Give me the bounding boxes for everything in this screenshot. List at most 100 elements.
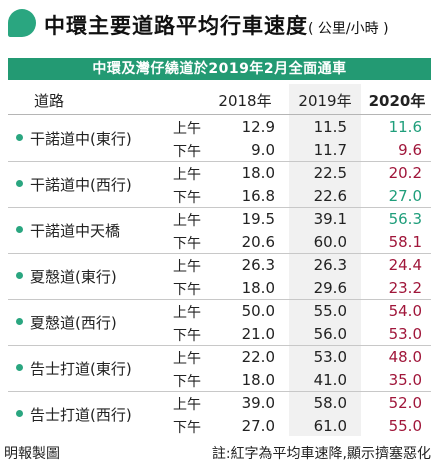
bullet-icon bbox=[16, 272, 23, 279]
period-row-pm: 下午 18.0 29.6 23.2 bbox=[158, 276, 431, 299]
value-2018: 39.0 bbox=[241, 394, 275, 412]
value-2019: 41.0 bbox=[313, 371, 347, 389]
value-2020: 56.3 bbox=[388, 210, 422, 228]
value-2018: 16.8 bbox=[241, 187, 275, 205]
period-row-am: 上午 18.0 22.5 20.2 bbox=[158, 161, 431, 184]
road-name: 告士打道(西行) bbox=[30, 406, 132, 424]
period-label: 上午 bbox=[173, 397, 201, 413]
road-name: 干諾道中(東行) bbox=[30, 130, 132, 148]
value-2018: 19.5 bbox=[241, 210, 275, 228]
header-2018: 2018年 bbox=[218, 92, 272, 110]
period-row-am: 上午 22.0 53.0 48.0 bbox=[158, 345, 431, 368]
bullet-icon bbox=[16, 226, 23, 233]
value-2019: 39.1 bbox=[313, 210, 347, 228]
table-row: 告士打道(西行) 上午 39.0 58.0 52.0 下午 27.0 61.0 55.0 bbox=[8, 391, 431, 437]
speed-table: 道路 2018年 2019年 2020年 干諾道中(東行) 上午 12.9 11.5 1… bbox=[8, 84, 431, 436]
value-2018: 12.9 bbox=[241, 118, 275, 136]
table-row: 告士打道(東行) 上午 22.0 53.0 48.0 下午 18.0 41.0 35.0 bbox=[8, 345, 431, 392]
table-header: 道路 2018年 2019年 2020年 bbox=[8, 84, 431, 115]
value-2018: 21.0 bbox=[241, 325, 275, 343]
title-unit: ( 公里/小時 ) bbox=[308, 21, 389, 37]
period-label: 上午 bbox=[173, 121, 201, 137]
road-name: 干諾道中(西行) bbox=[30, 176, 132, 194]
value-2020: 23.2 bbox=[388, 279, 422, 297]
value-2019: 29.6 bbox=[313, 279, 347, 297]
table-row: 夏慤道(西行) 上午 50.0 55.0 54.0 下午 21.0 56.0 53.0 bbox=[8, 299, 431, 346]
period-row-pm: 下午 27.0 61.0 55.0 bbox=[158, 414, 431, 437]
value-2019: 56.0 bbox=[313, 325, 347, 343]
value-2020: 58.1 bbox=[388, 233, 422, 251]
period-label: 下午 bbox=[173, 282, 201, 298]
value-2020: 54.0 bbox=[388, 302, 422, 320]
footer-source: 明報製圖 bbox=[4, 446, 60, 462]
value-2020: 27.0 bbox=[388, 187, 422, 205]
period-label: 下午 bbox=[173, 236, 201, 252]
header-2020: 2020年 bbox=[368, 92, 426, 110]
period-label: 上午 bbox=[173, 167, 201, 183]
value-2019: 26.3 bbox=[313, 256, 347, 274]
value-2018: 18.0 bbox=[241, 371, 275, 389]
value-2019: 53.0 bbox=[313, 348, 347, 366]
period-row-am: 上午 19.5 39.1 56.3 bbox=[158, 207, 431, 230]
period-row-am: 上午 39.0 58.0 52.0 bbox=[158, 391, 431, 414]
speech-bubble-icon bbox=[8, 9, 36, 37]
period-label: 上午 bbox=[173, 259, 201, 275]
value-2020: 9.6 bbox=[398, 141, 422, 159]
footer-note: 註:紅字為平均車速降,顯示擠塞惡化 bbox=[211, 446, 431, 462]
value-2019: 55.0 bbox=[313, 302, 347, 320]
value-2018: 50.0 bbox=[241, 302, 275, 320]
period-label: 下午 bbox=[173, 374, 201, 390]
period-row-am: 上午 50.0 55.0 54.0 bbox=[158, 299, 431, 322]
value-2020: 24.4 bbox=[388, 256, 422, 274]
period-label: 下午 bbox=[173, 144, 201, 160]
table-row: 干諾道中天橋 上午 19.5 39.1 56.3 下午 20.6 60.0 58.1 bbox=[8, 207, 431, 254]
opening-banner: 中環及灣仔繞道於2019年2月全面通車 bbox=[8, 58, 431, 80]
period-label: 下午 bbox=[173, 328, 201, 344]
period-row-pm: 下午 9.0 11.7 9.6 bbox=[158, 138, 431, 161]
period-row-am: 上午 12.9 11.5 11.6 bbox=[158, 115, 431, 138]
value-2019: 60.0 bbox=[313, 233, 347, 251]
header-road: 道路 bbox=[34, 92, 65, 110]
period-row-pm: 下午 16.8 22.6 27.0 bbox=[158, 184, 431, 207]
road-name: 夏慤道(西行) bbox=[30, 314, 117, 332]
value-2020: 55.0 bbox=[388, 417, 422, 435]
value-2018: 22.0 bbox=[241, 348, 275, 366]
page-title: 中環主要道路平均行車速度( 公里/小時 ) bbox=[44, 10, 389, 40]
value-2019: 22.6 bbox=[313, 187, 347, 205]
value-2019: 11.7 bbox=[313, 141, 347, 159]
header-2019: 2019年 bbox=[298, 92, 352, 110]
table-row: 夏慤道(東行) 上午 26.3 26.3 24.4 下午 18.0 29.6 23.2 bbox=[8, 253, 431, 300]
period-row-pm: 下午 20.6 60.0 58.1 bbox=[158, 230, 431, 253]
value-2019: 58.0 bbox=[313, 394, 347, 412]
value-2020: 53.0 bbox=[388, 325, 422, 343]
value-2018: 18.0 bbox=[241, 164, 275, 182]
column-2019-highlight bbox=[289, 84, 361, 436]
road-name: 夏慤道(東行) bbox=[30, 268, 117, 286]
period-label: 上午 bbox=[173, 213, 201, 229]
value-2020: 48.0 bbox=[388, 348, 422, 366]
period-label: 下午 bbox=[173, 420, 201, 436]
bullet-icon bbox=[16, 180, 23, 187]
period-label: 上午 bbox=[173, 305, 201, 321]
value-2020: 11.6 bbox=[388, 118, 422, 136]
period-label: 下午 bbox=[173, 190, 201, 206]
period-row-am: 上午 26.3 26.3 24.4 bbox=[158, 253, 431, 276]
bullet-icon bbox=[16, 318, 23, 325]
value-2019: 11.5 bbox=[313, 118, 347, 136]
period-row-pm: 下午 18.0 41.0 35.0 bbox=[158, 368, 431, 391]
value-2018: 9.0 bbox=[251, 141, 275, 159]
road-name: 告士打道(東行) bbox=[30, 360, 132, 378]
value-2018: 26.3 bbox=[241, 256, 275, 274]
title-text: 中環主要道路平均行車速度 bbox=[44, 13, 308, 38]
value-2020: 20.2 bbox=[388, 164, 422, 182]
value-2018: 18.0 bbox=[241, 279, 275, 297]
value-2018: 27.0 bbox=[241, 417, 275, 435]
table-row: 干諾道中(東行) 上午 12.9 11.5 11.6 下午 9.0 11.7 9.6 bbox=[8, 115, 431, 162]
period-row-pm: 下午 21.0 56.0 53.0 bbox=[158, 322, 431, 345]
bullet-icon bbox=[16, 364, 23, 371]
value-2020: 52.0 bbox=[388, 394, 422, 412]
period-label: 上午 bbox=[173, 351, 201, 367]
header: 中環主要道路平均行車速度( 公里/小時 ) bbox=[0, 0, 439, 50]
bullet-icon bbox=[16, 134, 23, 141]
bullet-icon bbox=[16, 410, 23, 417]
